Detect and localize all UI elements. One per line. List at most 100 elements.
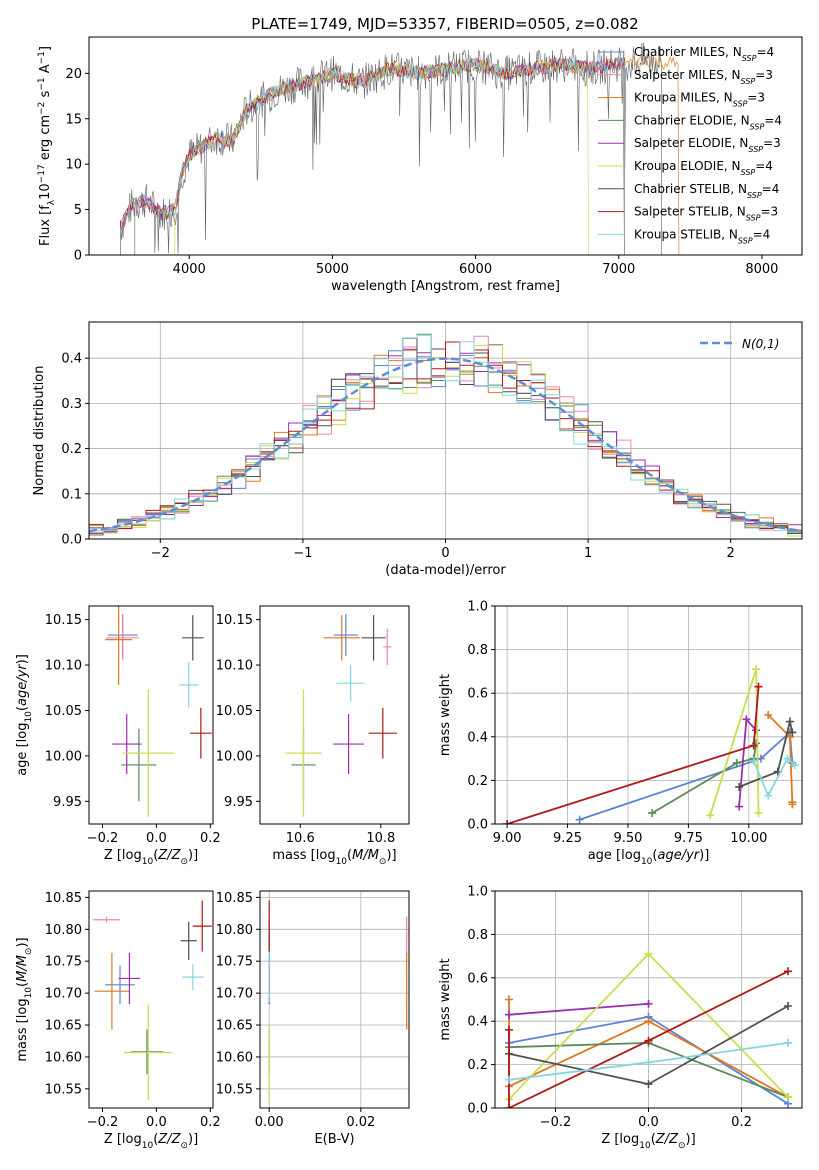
legend-model: Kroupa STELIB, N	[634, 227, 738, 241]
label-part: Z/Z	[655, 1132, 679, 1147]
label-part: −2	[37, 102, 47, 115]
y-axis-label: Normed distribution	[32, 366, 47, 496]
axes-frame	[88, 36, 803, 256]
weight-marker	[504, 995, 513, 1004]
weight-marker	[752, 726, 761, 735]
data-point	[190, 707, 212, 759]
weight-marker	[764, 711, 773, 719]
legend-n: =3	[747, 91, 765, 105]
legend-model: Kroupa MILES, N	[634, 91, 733, 105]
weight-marker	[648, 809, 657, 818]
weight-marker	[706, 811, 715, 820]
legend-n: =4	[753, 227, 771, 241]
label-part: )]	[15, 937, 30, 947]
label-part: 10	[336, 857, 348, 867]
label-part: )]	[188, 1132, 198, 1147]
label-part: Flux [f	[38, 205, 53, 246]
weight-marker	[644, 949, 653, 958]
weight-marker	[735, 782, 744, 791]
legend-n: =4	[756, 45, 774, 59]
data-point	[94, 952, 130, 1030]
label-part: )]	[188, 848, 198, 863]
y-tick-label: 10.05	[216, 704, 253, 719]
panel-age-vs-mass: 10.6 10.8 9.95 10.00 10.05 10.10 10.15 mass [lo…	[216, 605, 410, 867]
y-tick-label: 0.8	[467, 643, 488, 658]
label-part: age/yr	[15, 663, 30, 706]
legend-sub: SSP	[748, 145, 763, 154]
legend-sub: SSP	[741, 76, 756, 85]
y-tick-label: 10.80	[45, 923, 82, 938]
weight-marker	[784, 1002, 793, 1011]
weight-marker	[575, 815, 584, 824]
y-axis-label: age [log10(age/yr)]	[15, 654, 34, 776]
data-point	[180, 921, 197, 960]
panel-weight-vs-Z: −0.2 0.0 0.2 0.0 0.2 0.4 0.6 0.8 1.0 Z [log10(Z/Z…	[438, 885, 803, 1151]
legend-model: Chabrier STELIB, N	[634, 182, 747, 196]
plot-area	[120, 42, 680, 255]
panel-spectrum: 4000 5000 6000 7000 8000 0 5 10 15 20 wavelength […	[37, 36, 803, 294]
label-part: Z/Z	[157, 1132, 181, 1147]
y-tick-label: 10.55	[45, 1082, 82, 1097]
weight-marker	[749, 756, 758, 765]
axes-frame	[88, 605, 214, 825]
x-tick-label: 0.0	[146, 831, 167, 846]
data-point	[333, 714, 364, 775]
y-tick-label: 10.85	[45, 891, 82, 906]
legend-label: Kroupa ELODIE, NSSP=4	[634, 159, 773, 177]
axes-frame	[88, 890, 214, 1109]
y-tick-label: 10.80	[216, 923, 253, 938]
label-part: 10	[24, 987, 34, 999]
x-axis-label: Z [log10(Z/Z⊙)]	[104, 848, 198, 867]
y-tick-label: 10.85	[216, 891, 253, 906]
label-part: erg cm	[38, 115, 53, 164]
plot-area	[89, 333, 802, 538]
weight-marker	[644, 1058, 653, 1067]
label-part: (	[15, 982, 30, 987]
x-tick-label: 0.0	[146, 1115, 167, 1130]
x-tick-label: 0.00	[255, 1115, 284, 1130]
data-point	[361, 615, 386, 661]
plot-area	[504, 949, 793, 1108]
y-tick-label: 0.4	[61, 352, 82, 367]
panel-weight-vs-age: 9.00 9.25 9.50 9.75 10.00 0.0 0.2 0.4 0.6 0.8 1.0 a…	[438, 600, 803, 867]
y-tick-label: 10.65	[45, 1019, 82, 1034]
label-part: ⊙	[678, 1141, 686, 1151]
x-tick-label: 9.25	[553, 831, 582, 846]
x-tick-label: −2	[151, 546, 170, 561]
weight-marker	[504, 1075, 513, 1084]
y-axis-label: Flux [fλ10−17 erg cm−2 s−1 A−1]	[37, 46, 57, 246]
x-tick-label: 5000	[316, 262, 349, 277]
legend-sub: SSP	[747, 190, 762, 199]
x-tick-label: −0.2	[87, 1115, 119, 1130]
axes-frame	[259, 605, 410, 825]
data-point	[124, 1004, 173, 1101]
y-tick-label: 0.2	[467, 774, 488, 789]
legend-n: =3	[755, 68, 773, 82]
legend-sub: SSP	[733, 99, 748, 108]
legend-label: Kroupa MILES, NSSP=3	[634, 91, 765, 109]
x-tick-label: 7000	[602, 262, 635, 277]
legend-sub: SSP	[750, 122, 765, 131]
weight-marker	[784, 1093, 793, 1102]
label-part: −1	[37, 51, 47, 64]
weight-marker	[785, 732, 794, 741]
data-point	[182, 615, 204, 661]
y-tick-label: 0.0	[467, 818, 488, 833]
legend-sub: SSP	[746, 213, 761, 222]
weight-marker	[503, 820, 512, 824]
y-tick-label: 0.6	[467, 687, 488, 702]
y-tick-label: 20	[65, 67, 82, 82]
x-axis-label: E(B-V)	[314, 1132, 354, 1147]
data-point	[105, 606, 133, 686]
label-part: (	[15, 706, 30, 711]
data-point	[323, 615, 360, 661]
spectrum-line	[120, 56, 625, 255]
data-point	[122, 689, 174, 817]
x-tick-label: 1	[584, 546, 592, 561]
weight-marker	[749, 741, 758, 750]
y-axis-label: mass weight	[438, 674, 453, 756]
figure-title: PLATE=1749, MJD=53357, FIBERID=0505, z=0…	[251, 15, 638, 33]
label-part: (	[347, 848, 352, 863]
x-tick-label: 0.2	[200, 1115, 221, 1130]
